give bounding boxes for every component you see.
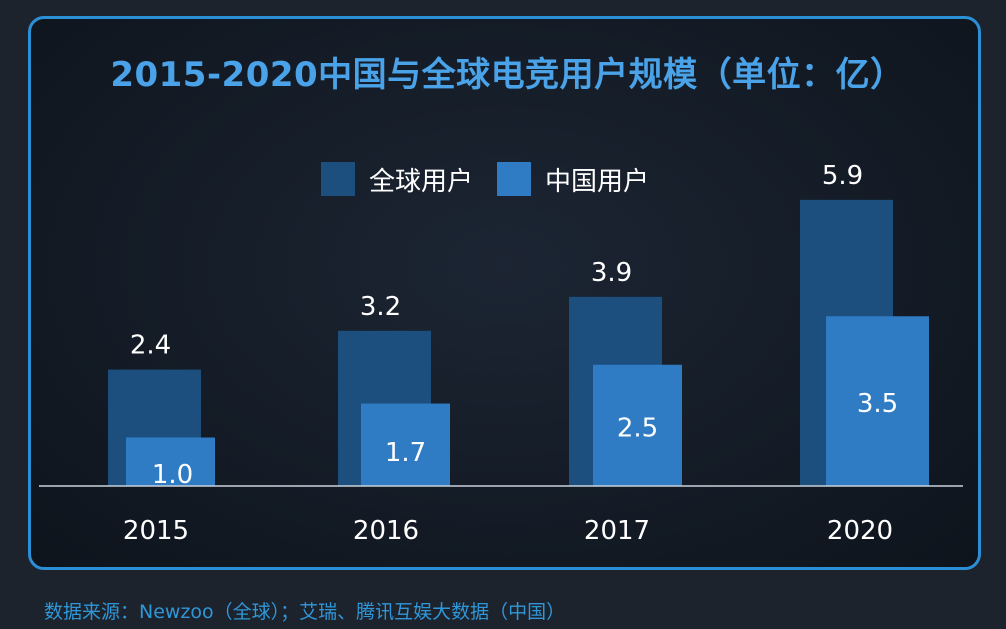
x-tick-label-2017: 2017 (584, 516, 650, 546)
x-tick-label-2015: 2015 (123, 516, 189, 546)
data-label-global-2016: 3.2 (360, 292, 401, 322)
x-tick-label-2016: 2016 (353, 516, 419, 546)
data-label-global-2015: 2.4 (130, 331, 171, 361)
chart-legend: 全球用户 中国用户 (321, 159, 673, 199)
legend-label-china: 中国用户 (545, 166, 650, 197)
source-note: 数据来源：Newzoo（全球）；艾瑞、腾讯互娱大数据（中国） (44, 601, 566, 623)
legend-swatch-global (321, 162, 355, 196)
data-label-china-2017: 2.5 (617, 413, 658, 443)
chart-title: 2015-2020中国与全球电竞用户规模（单位：亿） (110, 55, 905, 95)
legend-item-global: 全球用户 (321, 161, 473, 198)
bar-china-2016 (361, 403, 450, 486)
bar-chart: 2.4 1.0 2015 3.2 1.7 2016 3.9 2.5 2017 5.9 3.5 2020 (39, 161, 963, 546)
data-label-global-2017: 3.9 (591, 258, 632, 288)
bar-china-2015 (126, 437, 215, 486)
data-label-china-2020: 3.5 (857, 389, 898, 419)
data-label-china-2016: 1.7 (385, 438, 426, 468)
x-tick-label-2020: 2020 (827, 516, 893, 546)
data-label-china-2015: 1.0 (152, 460, 193, 490)
legend-label-global: 全球用户 (369, 166, 474, 197)
bar-china-2017 (593, 364, 682, 486)
chart-panel: 2015-2020中国与全球电竞用户规模（单位：亿） 全球用户 中国用户 2.4… (28, 16, 981, 570)
bar-china-2020 (826, 316, 929, 486)
data-label-global-2020: 5.9 (822, 161, 863, 191)
legend-swatch-china (497, 162, 532, 196)
legend-item-china: 中国用户 (497, 161, 649, 198)
